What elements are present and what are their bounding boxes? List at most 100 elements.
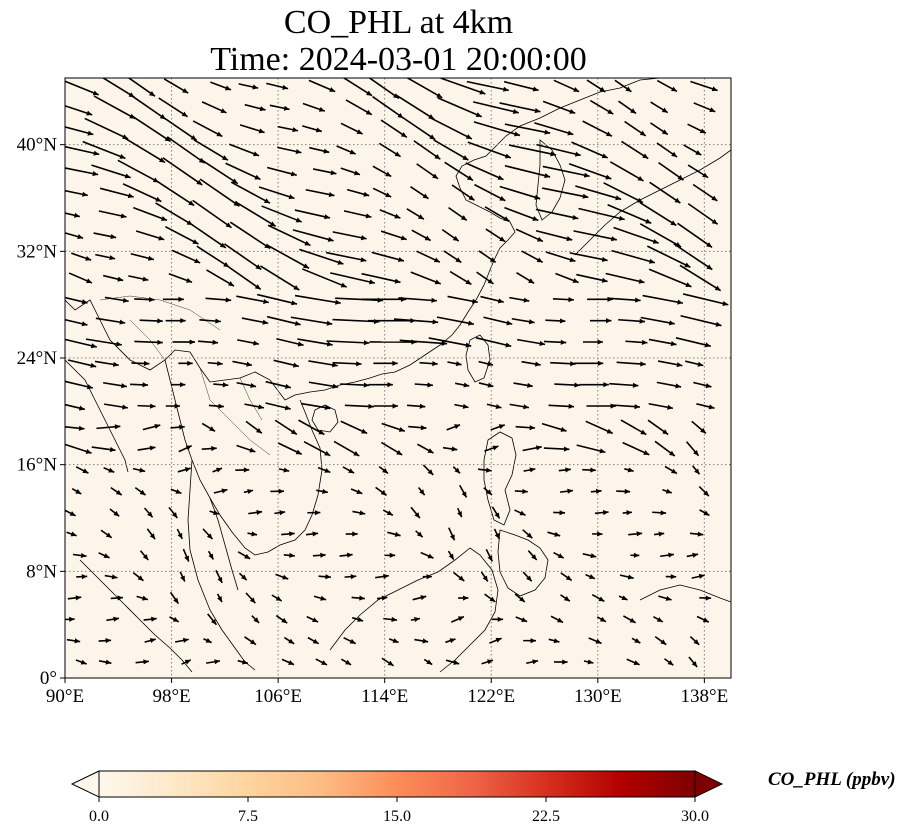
wind-vector-head — [398, 427, 405, 432]
wind-vector-head — [607, 109, 614, 115]
wind-vector-head — [254, 174, 261, 180]
wind-vector-shaft — [642, 294, 684, 304]
wind-vector-head — [419, 489, 425, 496]
wind-vector-head — [618, 215, 625, 221]
wind-vector-head — [560, 339, 567, 345]
colorbar-tick-label: 15.0 — [383, 808, 411, 825]
wind-vector-head — [671, 151, 678, 158]
wind-vector-shaft — [578, 207, 625, 221]
wind-vector-head — [634, 638, 641, 644]
wind-vector-head — [142, 276, 149, 282]
wind-vector-head — [151, 616, 157, 622]
wind-vector-shaft — [123, 136, 166, 164]
wind-vector-head — [124, 173, 131, 179]
wind-vector-shaft — [299, 248, 344, 265]
wind-vector-head — [590, 553, 597, 559]
map-title: CO_PHL at 4km — [283, 4, 514, 41]
wind-vector-head — [356, 361, 362, 367]
wind-vector-head — [597, 339, 603, 345]
wind-vector-head — [178, 296, 184, 302]
wind-vector-head — [225, 297, 232, 303]
wind-vector-head — [349, 638, 356, 644]
wind-vector-head — [180, 318, 186, 324]
wind-vector-head — [174, 403, 181, 409]
y-tick-label: 40°N — [17, 135, 58, 156]
wind-vector-head — [565, 467, 571, 473]
wind-vector-head — [505, 342, 512, 348]
wind-vector-shaft — [649, 181, 681, 204]
wind-vector-head — [255, 264, 262, 270]
colorbar-extend-min-arrow — [70, 770, 100, 798]
wind-vector-shaft — [158, 97, 189, 118]
wind-vector-shaft — [473, 101, 519, 114]
wind-vector-head — [422, 638, 429, 644]
colorbar-tick-label: 22.5 — [532, 808, 560, 825]
wind-vector-head — [544, 173, 551, 179]
wind-vector-shaft — [297, 338, 333, 346]
wind-vector-head — [641, 339, 648, 345]
wind-vector-head — [656, 617, 663, 622]
wind-vector-head — [536, 236, 543, 242]
wind-vector-head — [103, 553, 110, 558]
wind-vector-head — [692, 552, 699, 558]
wind-vector-head — [522, 488, 528, 494]
wind-vector-head — [487, 659, 494, 665]
colorbar-tick-label: 30.0 — [681, 808, 709, 825]
wind-vector-head — [157, 318, 163, 324]
wind-vector-head — [465, 134, 472, 139]
wind-vector-head — [532, 86, 539, 92]
wind-vector-head — [711, 219, 718, 225]
wind-vector-head — [463, 382, 470, 388]
wind-vector-head — [380, 490, 387, 496]
wind-vector-head — [531, 554, 537, 560]
wind-vector-head — [340, 282, 347, 288]
wind-vector-head — [258, 128, 265, 134]
wind-vector-head — [487, 555, 493, 562]
wind-vector-head — [139, 489, 146, 496]
wind-vector-shaft — [571, 141, 609, 159]
wind-vector-head — [281, 617, 288, 624]
wind-vector-head — [497, 616, 504, 622]
wind-vector-head — [184, 659, 191, 665]
wind-vector-head — [624, 488, 631, 494]
wind-vector-head — [454, 467, 461, 474]
wind-vector-head — [567, 488, 573, 494]
wind-vector-head — [69, 616, 75, 622]
wind-vector-head — [643, 450, 650, 455]
wind-vector-head — [92, 171, 99, 177]
wind-vector-head — [599, 86, 606, 92]
wind-vector-head — [627, 467, 634, 473]
wind-vector-head — [530, 638, 536, 644]
wind-vector-head — [465, 279, 472, 285]
wind-vector-head — [639, 318, 646, 324]
wind-vector-head — [519, 510, 526, 516]
wind-vector-head — [149, 638, 156, 644]
wind-vector-head — [660, 639, 667, 645]
wind-vector-head — [278, 488, 285, 494]
wind-vector-head — [321, 660, 328, 665]
wind-vector-head — [247, 488, 254, 494]
wind-vector-shaft — [117, 159, 160, 184]
wind-vector-head — [598, 596, 605, 602]
wind-vector-head — [417, 214, 424, 220]
wind-vector-head — [185, 445, 192, 451]
wind-vector-head — [212, 510, 219, 515]
wind-vector-head — [154, 423, 161, 429]
wind-vector-head — [324, 450, 331, 456]
wind-vector-head — [432, 361, 438, 367]
wind-vector-head — [322, 488, 328, 494]
wind-vector-head — [528, 319, 535, 325]
wind-vector-head — [640, 361, 646, 367]
wind-vector-shaft — [372, 95, 404, 119]
wind-vector-head — [705, 595, 712, 601]
wind-vector-head — [148, 296, 155, 303]
wind-vector-head — [225, 85, 231, 91]
coastline-borneo — [329, 547, 499, 673]
wind-vector-head — [532, 216, 539, 221]
wind-vector-head — [590, 467, 596, 473]
wind-vector-head — [188, 200, 195, 206]
wind-vector-head — [217, 596, 222, 603]
wind-vector-head — [494, 512, 500, 519]
wind-vector-head — [599, 616, 606, 622]
wind-vector-head — [392, 93, 399, 99]
